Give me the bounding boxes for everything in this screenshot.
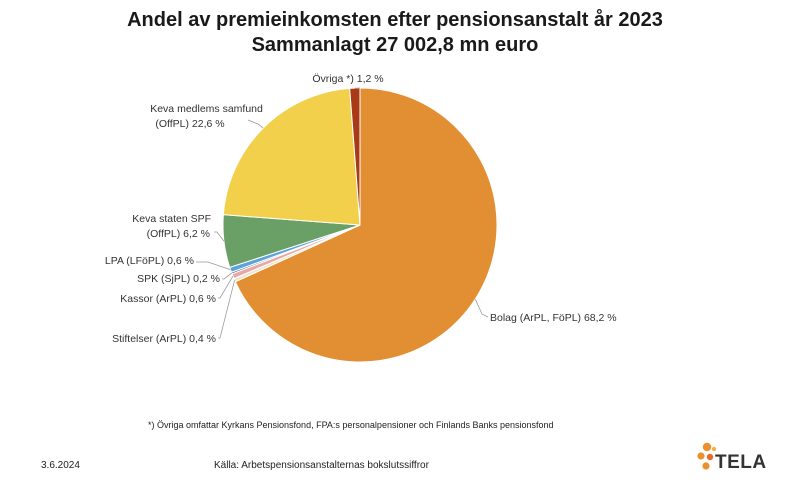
- chart-subtitle: Sammanlagt 27 002,8 mn euro: [251, 34, 539, 56]
- tela-logo-icon: [697, 442, 717, 470]
- label-stiftelser: Stiftelser (ArPL) 0,4 %: [112, 333, 216, 345]
- label-spk: SPK (SjPL) 0,2 %: [137, 273, 220, 285]
- leader-line-0: [474, 298, 489, 318]
- leader-line-2: [218, 275, 234, 299]
- label-keva-staten: Keva staten SPF (OffPL) 6,2 %: [132, 213, 214, 240]
- leader-line-5: [214, 231, 225, 242]
- label-keva-medlems-samfund: Keva medlems samfund (OffPL) 22,6 %: [150, 103, 266, 130]
- date: 3.6.2024: [41, 460, 80, 471]
- label-lpa: LPA (LFöPL) 0,6 %: [105, 255, 194, 267]
- leader-line-3: [222, 272, 232, 280]
- tela-logo-text: TELA: [715, 452, 767, 473]
- leader-line-1: [218, 280, 235, 339]
- chart-title: Andel av premieinkomsten efter pensionsa…: [127, 9, 663, 31]
- leader-line-4: [196, 261, 231, 271]
- footnote: *) Övriga omfattar Kyrkans Pensionsfond,…: [148, 420, 554, 430]
- label-ovriga: Övriga *) 1,2 %: [312, 73, 383, 85]
- label-bolag: Bolag (ArPL, FöPL) 68,2 %: [490, 312, 617, 324]
- pie-slice-keva-medlems-samfund-offpl: [222, 87, 361, 226]
- pie-slice-bolag-arpl-föpl: [234, 87, 498, 363]
- source-note: Källa: Arbetspensionsanstalternas bokslu…: [214, 460, 429, 471]
- leader-line-6: [247, 119, 264, 129]
- label-kassor: Kassor (ArPL) 0,6 %: [120, 293, 216, 305]
